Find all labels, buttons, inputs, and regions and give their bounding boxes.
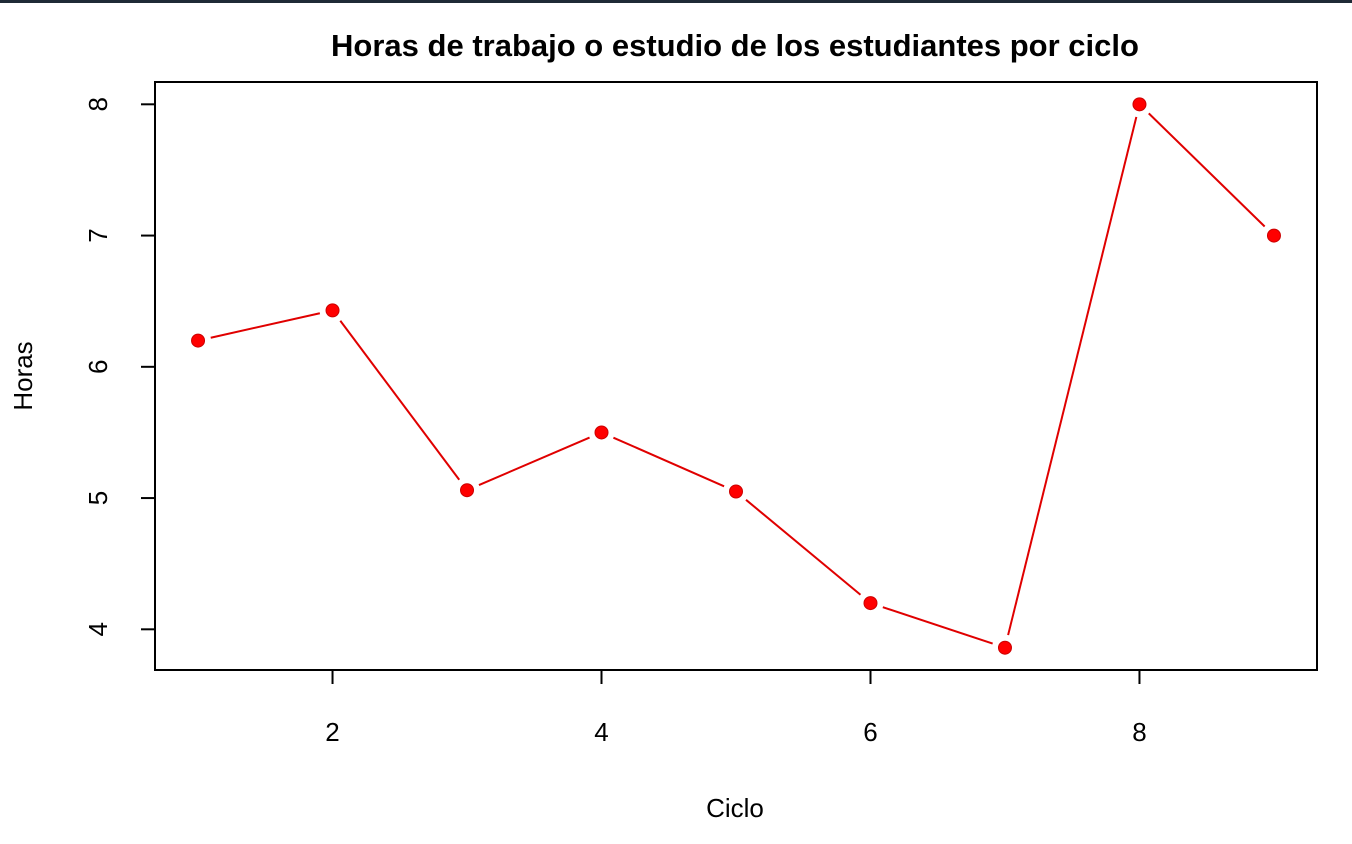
data-point xyxy=(460,483,475,498)
series-line-segment xyxy=(210,312,321,339)
x-tick-label: 4 xyxy=(594,717,608,747)
series-line-segment xyxy=(1007,116,1138,636)
x-tick-label: 8 xyxy=(1132,717,1146,747)
data-point xyxy=(191,333,206,348)
data-point xyxy=(863,596,878,611)
chart-title: Horas de trabajo o estudio de los estudi… xyxy=(331,28,1139,63)
x-tick-label: 6 xyxy=(863,717,877,747)
x-tick-label: 2 xyxy=(325,717,339,747)
series-points xyxy=(191,97,1281,655)
data-point xyxy=(997,640,1012,655)
series-line-segment xyxy=(745,499,862,596)
y-tick-label: 8 xyxy=(83,97,113,111)
data-point xyxy=(325,303,340,318)
data-point xyxy=(594,425,609,440)
data-point xyxy=(729,484,743,499)
data-point xyxy=(1266,228,1281,243)
y-axis-label: Horas xyxy=(8,341,38,410)
y-axis: 4 5 6 7 8 xyxy=(83,97,156,637)
y-tick-label: 4 xyxy=(83,622,113,636)
y-tick-label: 7 xyxy=(83,228,113,242)
series-lines xyxy=(210,112,1266,645)
x-axis-label: Ciclo xyxy=(706,793,764,823)
x-axis: 2 4 6 8 xyxy=(325,669,1147,747)
window-top-strip xyxy=(0,0,1352,3)
series-line-segment xyxy=(339,320,461,481)
series-line-segment xyxy=(613,436,725,488)
data-point xyxy=(1132,97,1147,112)
series-line-segment xyxy=(882,606,993,645)
plot-frame xyxy=(154,81,1318,671)
y-tick-label: 5 xyxy=(83,491,113,505)
series-line-segment xyxy=(478,436,590,486)
y-tick-label: 6 xyxy=(83,360,113,374)
series-line-segment xyxy=(1148,112,1266,228)
